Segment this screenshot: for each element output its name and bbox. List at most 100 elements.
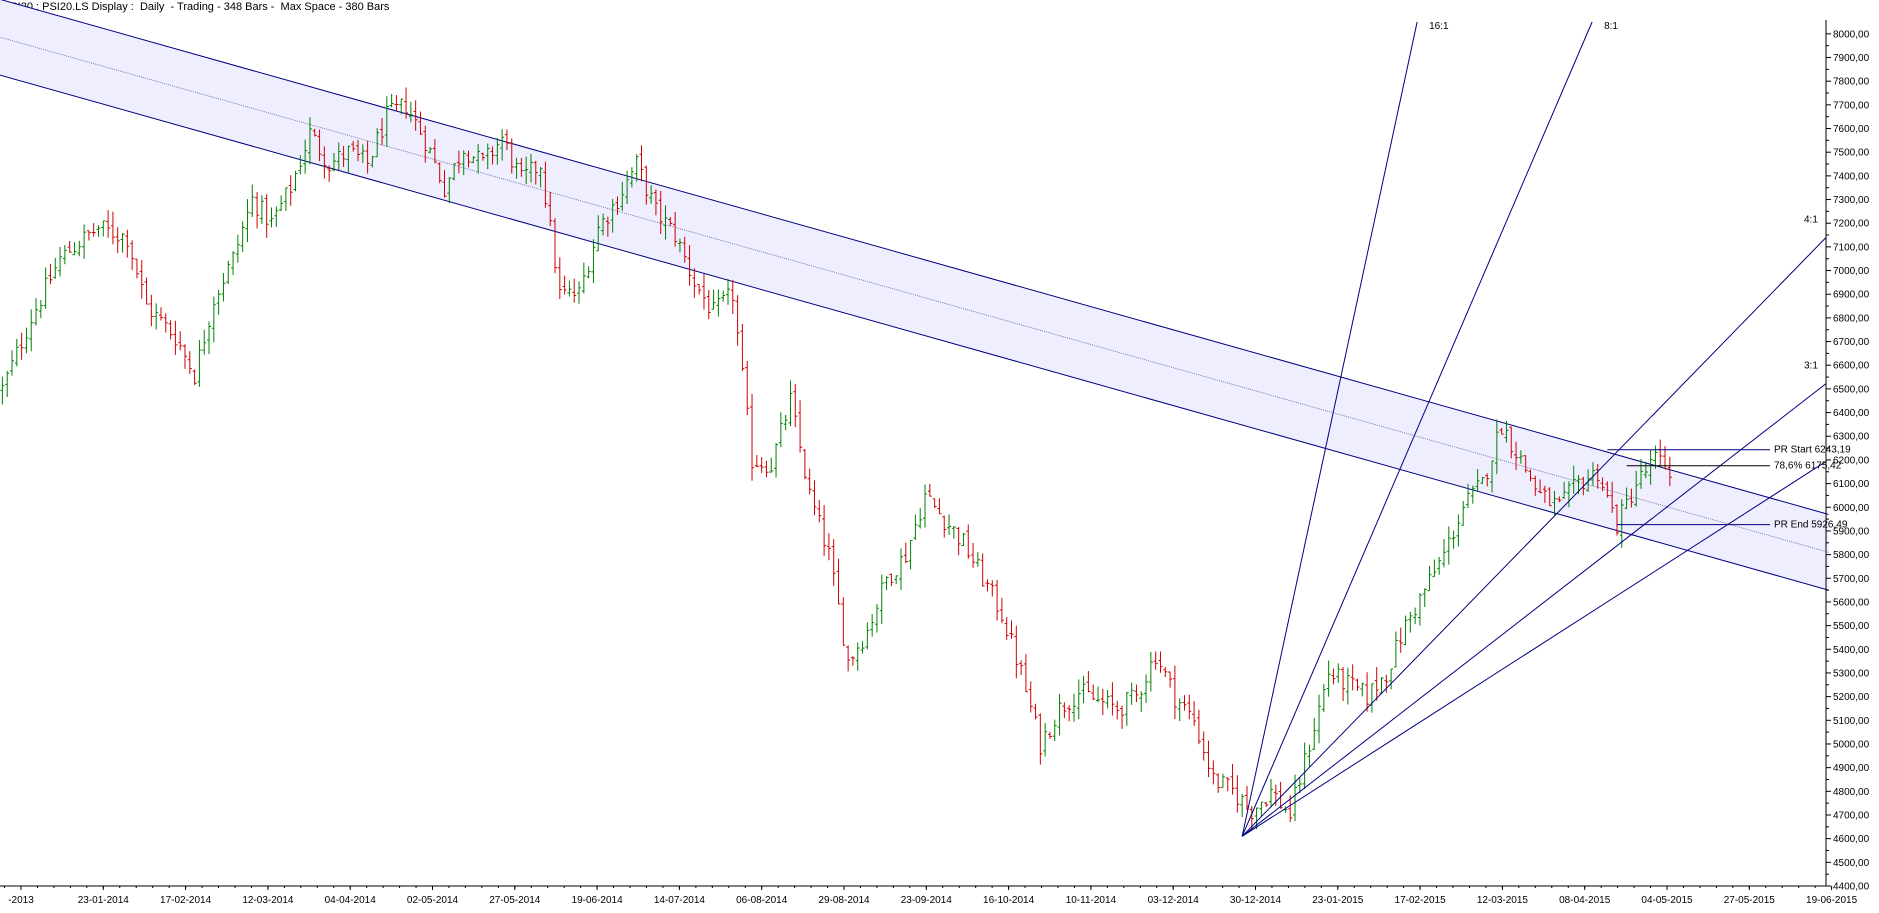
ohlc-bar [1302,742,1307,790]
ohlc-bar [1571,465,1576,495]
ohlc-bar [951,526,956,539]
ohlc-bar [1216,773,1221,793]
ohlc-bar [1470,485,1475,504]
ohlc-bar [149,294,154,327]
ohlc-bar [1432,559,1437,578]
ohlc-bar [1350,664,1355,691]
ohlc-bar [274,206,279,227]
fan-line-2[interactable] [1241,237,1827,837]
ohlc-bar [1096,686,1101,703]
ohlc-bar [38,300,43,319]
fan-line-3[interactable] [1241,383,1827,837]
ohlc-bar [802,449,807,480]
ohlc-bar [596,215,601,252]
ohlc-bar [1566,481,1571,508]
ohlc-bar [649,185,654,204]
ohlc-bar [1384,674,1389,693]
ohlc-bars [0,87,1672,831]
ohlc-bar [1307,744,1312,767]
ohlc-bar [586,266,591,279]
ohlc-bar [240,221,245,252]
fan-label: 8:1 [1604,21,1618,32]
fan-line-1[interactable] [1241,21,1593,837]
ohlc-bar [67,241,72,253]
ohlc-bar [581,262,586,294]
y-tick-label: 7600,00 [1833,124,1870,135]
ohlc-bar [264,194,269,238]
ohlc-bar [1590,462,1595,486]
ohlc-bar [629,167,634,188]
ohlc-bar [144,277,149,305]
y-tick-label: 4900,00 [1833,763,1870,774]
channel-lower-line[interactable] [0,62,1829,591]
ohlc-bar [259,195,264,224]
ohlc-bar [750,394,755,481]
ohlc-bar [1220,773,1225,789]
x-tick-label: 17-02-2014 [160,895,212,906]
ohlc-bar [1043,722,1048,757]
ohlc-bar [1624,487,1629,510]
ohlc-bar [605,216,610,237]
ohlc-bar [812,480,817,516]
ohlc-bar [375,128,380,158]
ohlc-bar [754,455,759,468]
ohlc-bar [577,281,582,304]
ohlc-bar [331,153,336,172]
channel-fill [0,0,1829,591]
ohlc-bar [1268,778,1273,806]
ohlc-bar [1533,475,1538,496]
ohlc-bar [413,100,418,131]
ohlc-bar [769,457,774,473]
ohlc-bar [1499,428,1504,435]
ohlc-bar [807,468,812,495]
ohlc-bar [139,260,144,299]
ohlc-bar [615,196,620,215]
ohlc-bar [101,220,106,237]
ohlc-bar [10,350,15,376]
y-tick-label: 5400,00 [1833,645,1870,656]
x-tick-label: 19-06-2015 [1806,895,1858,906]
ohlc-bar [53,257,58,279]
ohlc-bar [1076,679,1081,720]
ohlc-bar [269,207,274,228]
ohlc-bar [173,320,178,355]
ohlc-bar [279,195,284,212]
ohlc-bar [610,198,615,233]
ohlc-bar [288,175,293,206]
ohlc-bar [43,267,48,309]
fan-line-4[interactable] [1241,461,1827,837]
ohlc-bar [19,332,24,360]
ohlc-bar [1610,481,1615,513]
ohlc-bar [29,309,34,352]
ohlc-bar [663,205,668,240]
ohlc-bar [110,211,115,245]
ohlc-bar [548,192,553,227]
ohlc-bar [1047,731,1052,739]
ohlc-bar [1129,682,1134,705]
ohlc-bar [1288,795,1293,823]
ohlc-bar [399,98,404,115]
ohlc-bar [1081,675,1086,704]
ohlc-bar [293,170,298,192]
retracement-label: PR Start 6243,19 [1774,445,1851,456]
ohlc-bar [966,524,971,559]
ohlc-bar [1504,421,1509,443]
y-tick-label: 5500,00 [1833,621,1870,632]
y-tick-label: 5000,00 [1833,739,1870,750]
ohlc-bar [783,414,788,431]
ohlc-bar [62,244,67,265]
ohlc-bar [1235,775,1240,813]
x-tick-label: 27-05-2014 [489,895,541,906]
ohlc-bar [1211,760,1216,785]
ohlc-bar [903,542,908,564]
fan-line-0[interactable] [1241,21,1418,837]
channel-upper-line[interactable] [0,0,1829,515]
ohlc-bar [1321,683,1326,713]
ohlc-bar [96,225,101,237]
ohlc-bar [384,96,389,147]
ohlc-bar [58,246,63,277]
ohlc-bar [836,558,841,605]
ohlc-bar [298,155,303,175]
